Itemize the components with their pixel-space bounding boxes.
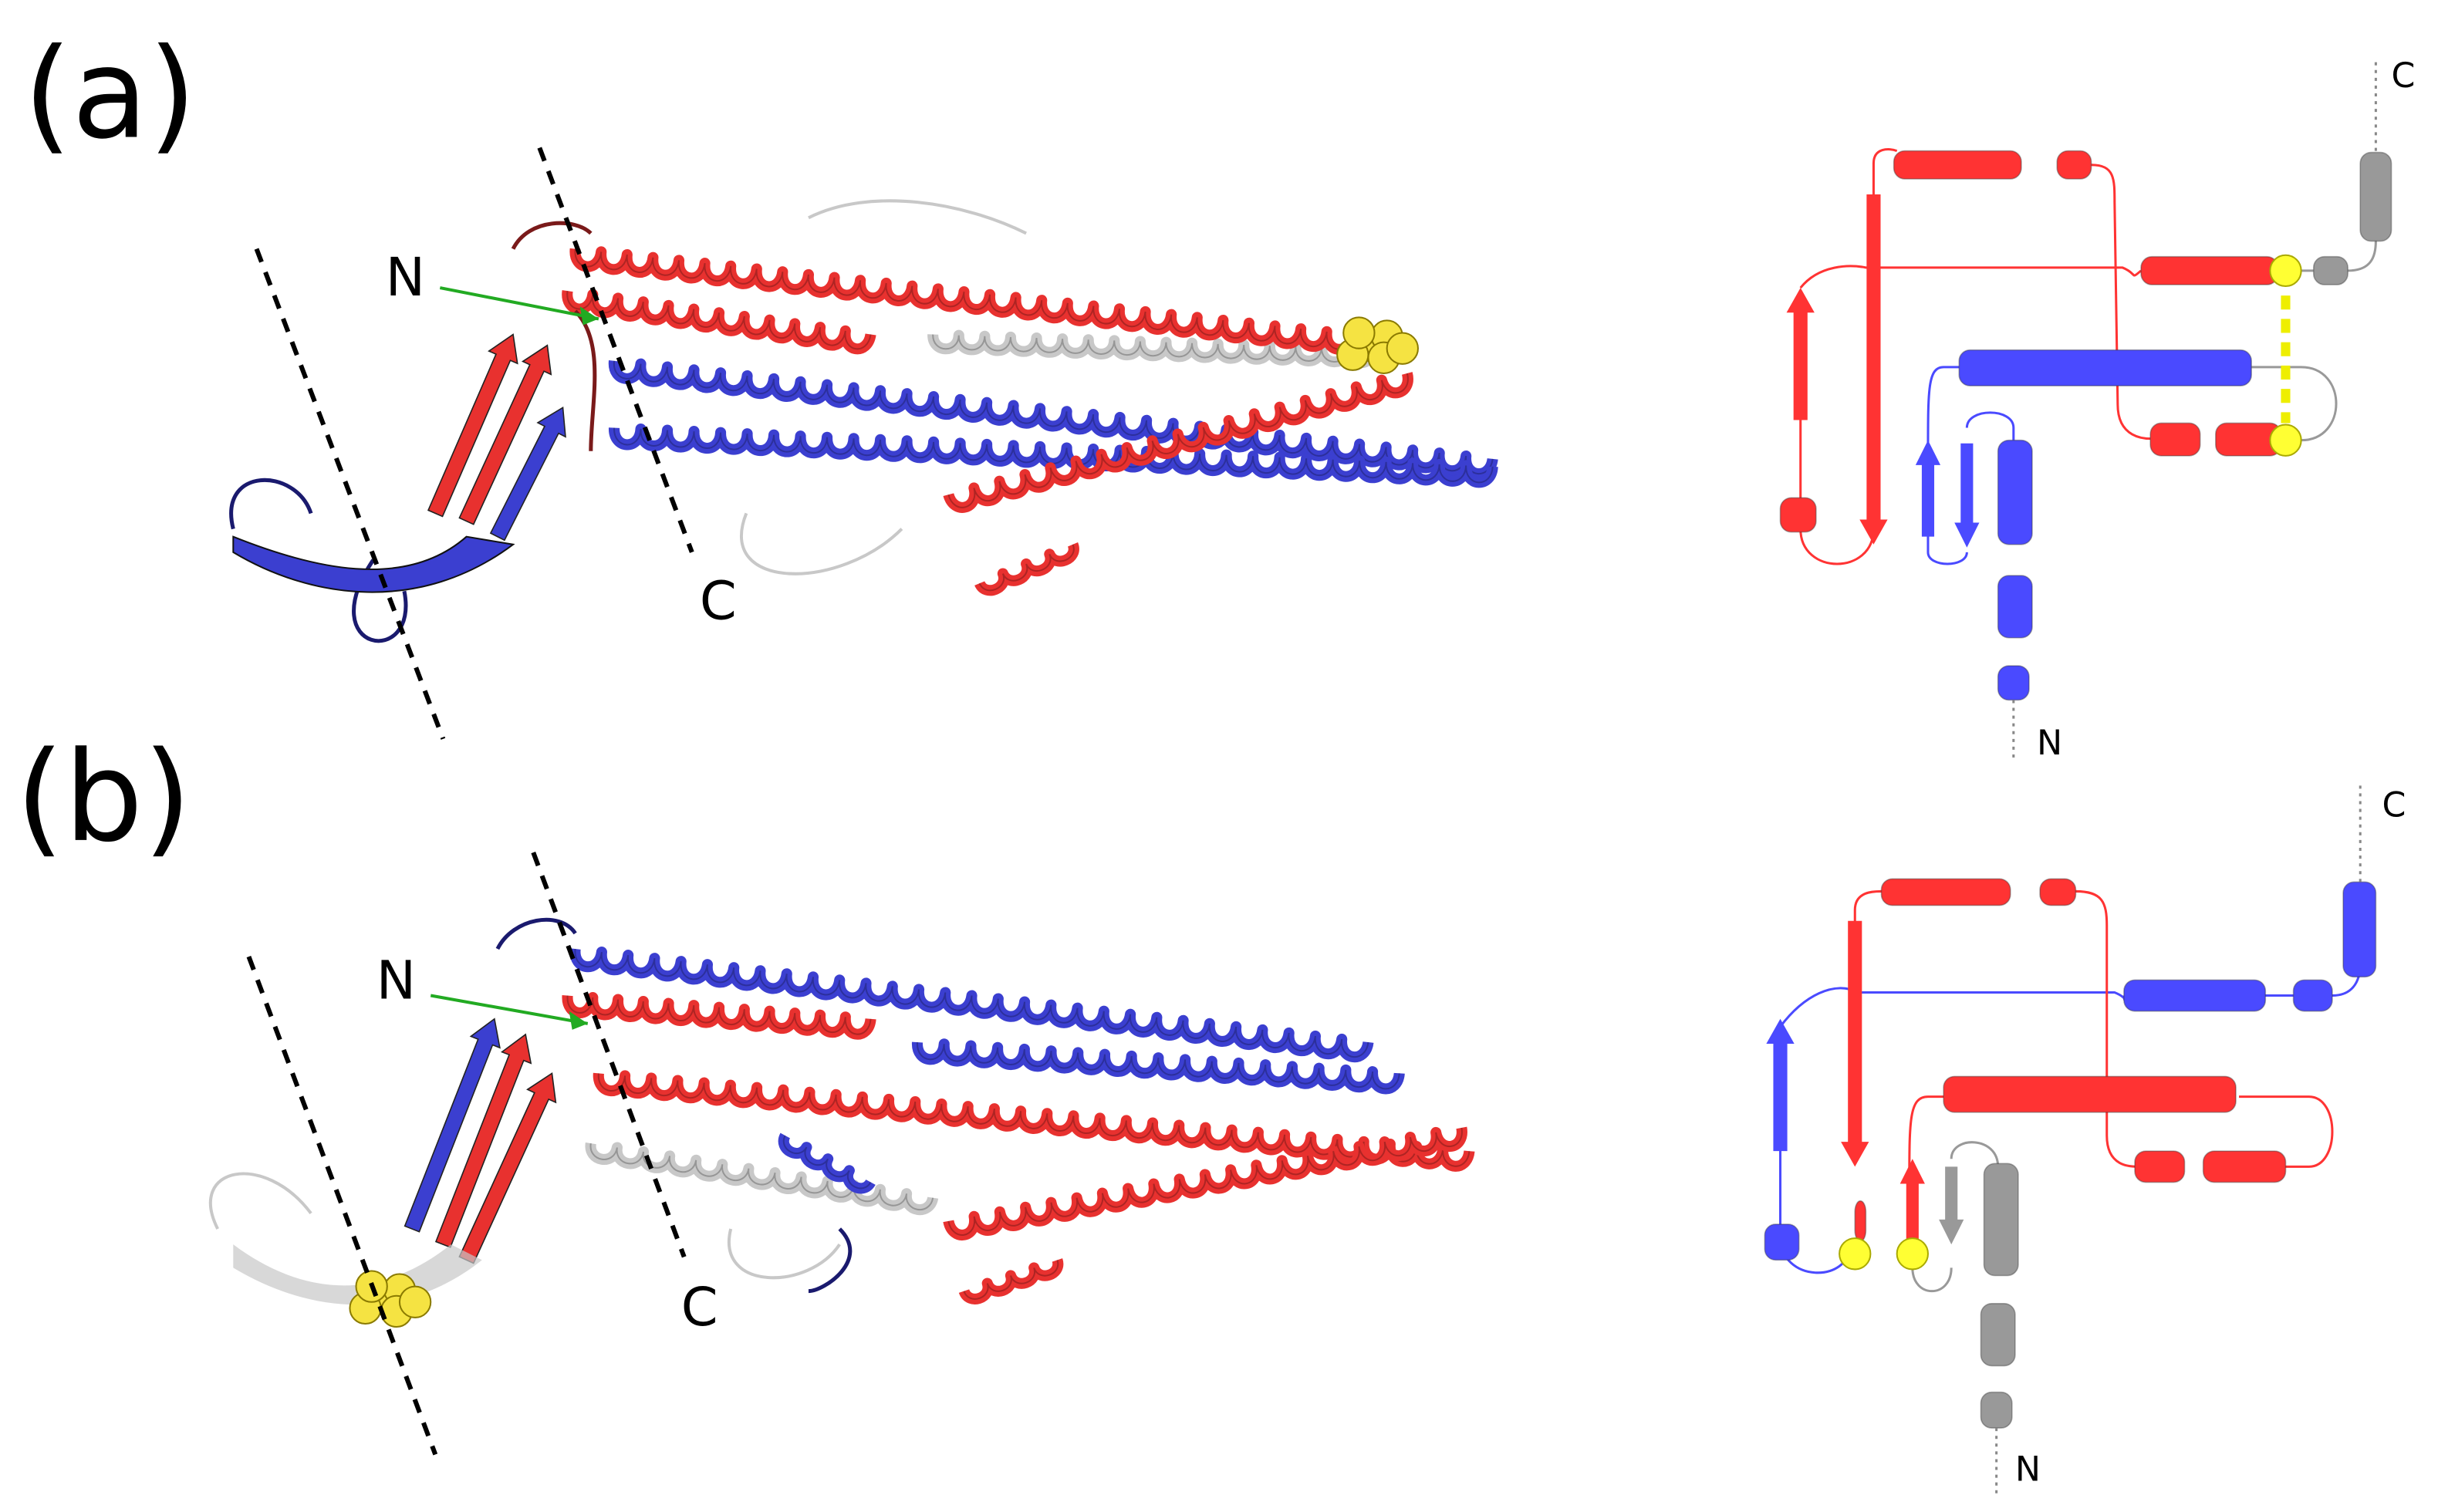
helix bbox=[562, 991, 876, 1040]
axis-line bbox=[537, 147, 694, 553]
c-terminus-label: C bbox=[681, 1277, 718, 1338]
strand-arrow bbox=[1915, 440, 1941, 537]
helix-block bbox=[1943, 1075, 2237, 1113]
sphere bbox=[398, 1285, 432, 1318]
loop bbox=[740, 199, 1028, 575]
sphere bbox=[1386, 332, 1419, 365]
helix-block bbox=[2134, 1150, 2186, 1183]
axis-line bbox=[254, 248, 446, 740]
helix-block bbox=[2359, 151, 2392, 242]
strand-arrow bbox=[1841, 920, 1869, 1167]
strand bbox=[489, 406, 566, 542]
helix bbox=[778, 1132, 876, 1194]
helix-block bbox=[2342, 881, 2377, 978]
helix-block bbox=[2123, 979, 2267, 1012]
n-terminus-label: N bbox=[2037, 724, 2062, 763]
strand-block bbox=[1854, 1200, 1867, 1242]
helix bbox=[569, 947, 1374, 1063]
helix-block bbox=[1980, 1302, 2016, 1367]
n-terminus-label: N bbox=[386, 247, 425, 309]
helix bbox=[608, 358, 1498, 480]
strand-arrow bbox=[1859, 194, 1888, 545]
n-terminus-label: N bbox=[377, 950, 416, 1012]
loop bbox=[229, 478, 408, 643]
strand-arrow bbox=[1939, 1166, 1964, 1245]
helix bbox=[943, 1126, 1467, 1240]
axis-line bbox=[531, 851, 687, 1258]
sheet bbox=[232, 535, 515, 593]
helix-edge bbox=[782, 1135, 872, 1190]
helix bbox=[958, 1258, 1064, 1304]
helix-block bbox=[1997, 575, 2033, 639]
helix-block bbox=[2312, 255, 2349, 285]
panel-label: (a) bbox=[23, 22, 197, 167]
helix bbox=[911, 1038, 1405, 1095]
loop bbox=[1911, 1141, 2000, 1293]
cysteine bbox=[1839, 1237, 1872, 1271]
strand-arrow bbox=[1899, 1159, 1925, 1245]
helix-block bbox=[1893, 150, 2022, 180]
helix-edge bbox=[613, 360, 1494, 474]
helix-block bbox=[2149, 422, 2201, 457]
axis-line bbox=[246, 956, 438, 1456]
sphere bbox=[1342, 316, 1376, 349]
helix bbox=[943, 372, 1413, 513]
helix-block bbox=[2039, 878, 2077, 906]
helix-block bbox=[2140, 255, 2279, 285]
c-terminus-label: C bbox=[700, 571, 737, 633]
strand bbox=[458, 1072, 557, 1264]
loop bbox=[1926, 366, 2015, 565]
loop bbox=[1853, 889, 2334, 1183]
pointer-head bbox=[579, 306, 599, 326]
helix-block bbox=[1880, 878, 2011, 906]
strand-arrow bbox=[1954, 443, 1980, 548]
loop bbox=[2251, 241, 2377, 442]
helix-block bbox=[2202, 1150, 2287, 1183]
strand bbox=[458, 344, 552, 525]
helix-block bbox=[1980, 1391, 2013, 1429]
helix-edge bbox=[978, 544, 1075, 592]
panel-label: (b) bbox=[15, 725, 191, 870]
helix-edge bbox=[947, 1127, 1463, 1236]
helix-edge bbox=[574, 948, 1369, 1058]
helix bbox=[569, 246, 1359, 355]
helix-edge bbox=[963, 1260, 1059, 1300]
helix-block bbox=[1764, 1223, 1800, 1261]
strand bbox=[404, 1018, 501, 1233]
helix bbox=[562, 289, 876, 355]
helix-block bbox=[1983, 1163, 2019, 1277]
helix bbox=[585, 1142, 939, 1216]
helix-edge bbox=[597, 1073, 1471, 1167]
helix-block bbox=[2292, 979, 2333, 1012]
helix-edge bbox=[589, 1142, 934, 1210]
strand bbox=[434, 1033, 532, 1248]
strand-arrow bbox=[1786, 288, 1815, 420]
artwork bbox=[208, 62, 2392, 1493]
strand bbox=[427, 333, 518, 518]
helix-block bbox=[1958, 349, 2252, 386]
pointer bbox=[430, 994, 589, 1025]
helix-block bbox=[2056, 150, 2092, 180]
helix bbox=[974, 542, 1079, 596]
cysteine bbox=[2269, 424, 2302, 457]
c-terminus-label: C bbox=[2382, 786, 2406, 825]
helix-block bbox=[1997, 439, 2033, 545]
helix-block bbox=[1779, 497, 1817, 533]
loop bbox=[1799, 148, 2151, 565]
pointer bbox=[439, 286, 599, 321]
cysteine bbox=[2269, 254, 2302, 288]
n-terminus-label: N bbox=[2015, 1450, 2041, 1490]
cysteine bbox=[1896, 1237, 1929, 1271]
pointer-head bbox=[569, 1011, 588, 1030]
loop bbox=[1779, 964, 2362, 1274]
helix bbox=[593, 1070, 1475, 1172]
loop bbox=[208, 1172, 841, 1280]
helix-block bbox=[1997, 665, 2030, 701]
helix-edge bbox=[566, 995, 872, 1035]
strand-arrow bbox=[1766, 1018, 1795, 1152]
loop bbox=[495, 917, 853, 1294]
c-terminus-label: C bbox=[2392, 56, 2416, 96]
